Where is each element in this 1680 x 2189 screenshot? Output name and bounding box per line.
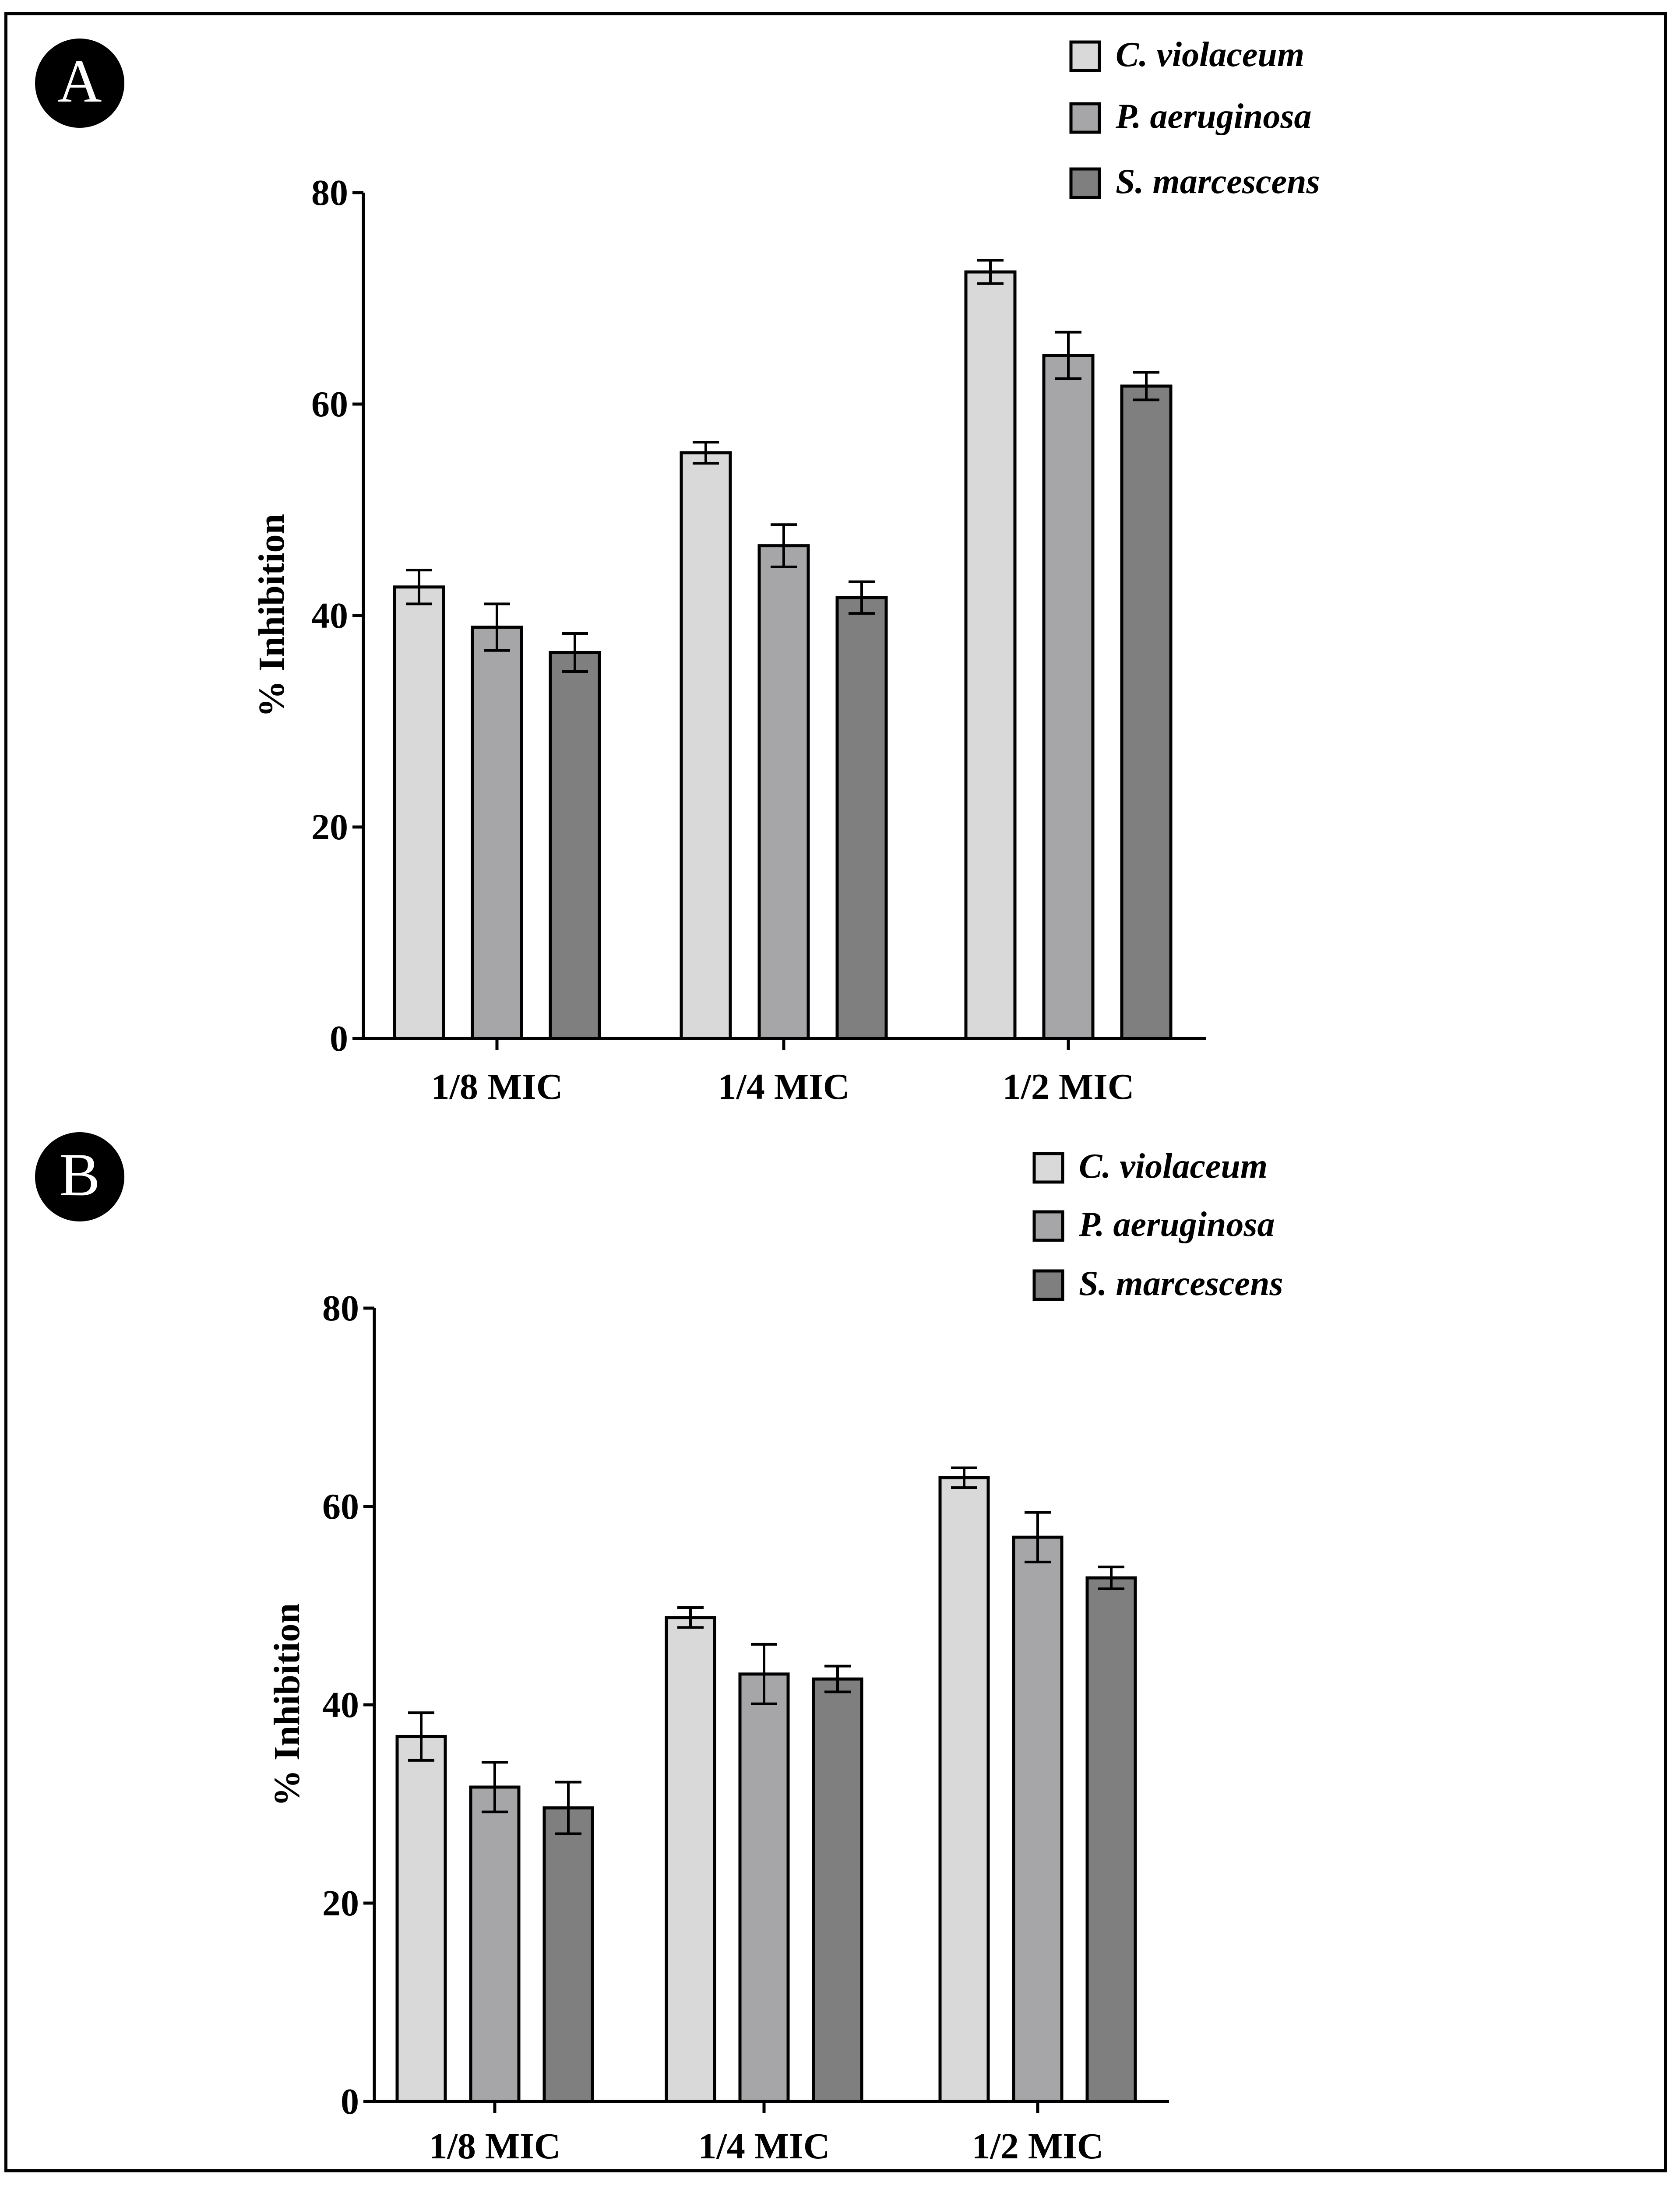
legend-swatch-a-1	[1069, 102, 1101, 134]
y-tick-label-b-3: 60	[322, 1486, 359, 1527]
bar-b-0-0	[395, 1735, 447, 2103]
legend-label-b-1: P. aeruginosa	[1078, 1205, 1275, 1244]
bar-a-0-1	[471, 626, 523, 1040]
bar-a-1-0	[680, 451, 732, 1040]
y-axis-title-b: % Inhibition	[267, 1603, 307, 1807]
error-bar-b-0-2	[555, 1781, 581, 1835]
x-tick-label-b-1: 1/4 MIC	[698, 2126, 830, 2167]
error-bar-b-1-2	[824, 1665, 851, 1693]
panel-label-b: B	[59, 1141, 100, 1209]
x-tick-label-a-2: 1/2 MIC	[1003, 1066, 1134, 1107]
bar-b-2-2	[1085, 1576, 1137, 2103]
bar-b-2-0	[938, 1476, 990, 2103]
legend-item-a-1: P. aeruginosa	[1069, 97, 1312, 136]
x-axis-a: 1/8 MIC 1/4 MIC 1/2 MIC	[363, 1037, 1206, 1107]
error-bar-a-2-1	[1055, 331, 1081, 380]
y-tick-label-a-0: 0	[330, 1018, 348, 1059]
error-bar-a-1-1	[771, 523, 797, 568]
y-tick-label-b-2: 40	[322, 1685, 359, 1725]
bar-b-0-2	[542, 1806, 594, 2103]
bar-a-2-2	[1120, 384, 1173, 1040]
error-bar-b-2-2	[1098, 1566, 1124, 1590]
y-tick-label-b-1: 20	[322, 1883, 359, 1924]
panel-b: B C. violaceum P. aeruginosa S. marcesce…	[35, 1132, 1283, 2167]
x-tick-label-a-0: 1/8 MIC	[431, 1066, 563, 1107]
x-axis-b: 1/8 MIC 1/4 MIC 1/2 MIC	[374, 2100, 1169, 2167]
y-tick-label-b-4: 80	[322, 1288, 359, 1329]
legend-swatch-a-2	[1069, 167, 1101, 199]
legend-item-a-0: C. violaceum	[1069, 35, 1304, 74]
error-bar-b-1-0	[677, 1606, 704, 1629]
y-tick-label-a-2: 40	[311, 595, 348, 636]
legend-label-a-1: P. aeruginosa	[1115, 97, 1312, 136]
bar-b-1-0	[665, 1616, 716, 2103]
y-tick-label-a-3: 60	[311, 384, 348, 425]
error-bar-b-2-0	[951, 1466, 977, 1489]
bar-b-2-1	[1012, 1535, 1064, 2103]
bar-b-1-1	[738, 1672, 790, 2103]
error-bar-a-2-2	[1133, 371, 1159, 401]
y-tick-label-a-1: 20	[311, 807, 348, 848]
y-axis-title-a: % Inhibition	[251, 514, 292, 718]
legend-item-b-0: C. violaceum	[1032, 1147, 1268, 1186]
error-bar-a-0-0	[406, 569, 432, 605]
x-tick-label-a-1: 1/4 MIC	[718, 1066, 850, 1107]
error-bar-b-0-0	[408, 1711, 434, 1762]
error-bar-a-1-0	[693, 440, 719, 465]
error-bar-b-1-1	[751, 1643, 777, 1705]
x-tick-label-b-0: 1/8 MIC	[429, 2126, 561, 2167]
bar-a-1-2	[835, 596, 888, 1040]
error-bar-a-1-2	[849, 580, 875, 615]
bar-a-2-0	[964, 270, 1017, 1040]
legend-b: C. violaceum P. aeruginosa S. marcescens	[1032, 1147, 1283, 1303]
y-tick-label-a-4: 80	[311, 172, 348, 213]
legend-swatch-b-1	[1032, 1210, 1064, 1242]
legend-label-a-0: C. violaceum	[1116, 35, 1304, 74]
error-bar-a-0-1	[484, 602, 510, 652]
legend-item-b-2: S. marcescens	[1032, 1264, 1283, 1303]
panel-label-badge-a	[35, 39, 124, 128]
panel-label-badge-b	[35, 1132, 124, 1221]
bar-a-0-0	[393, 585, 445, 1040]
error-bar-b-0-1	[482, 1761, 508, 1813]
legend-swatch-b-0	[1032, 1152, 1064, 1184]
error-bar-a-2-0	[977, 259, 1004, 285]
legend-label-a-2: S. marcescens	[1116, 162, 1320, 201]
legend-swatch-b-2	[1032, 1269, 1064, 1301]
y-tick-label-b-0: 0	[341, 2081, 359, 2122]
y-axis-a: 0 20 40 60 80 % Inhibition	[251, 172, 365, 1059]
bar-b-0-1	[469, 1785, 521, 2103]
bar-a-1-1	[757, 544, 810, 1040]
legend-a: C. violaceum P. aeruginosa S. marcescens	[1069, 35, 1320, 201]
panel-label-a: A	[57, 47, 102, 115]
bar-b-1-2	[812, 1677, 863, 2103]
panel-a: A C. violaceum P. aeruginosa S. marcesce…	[35, 35, 1320, 1107]
bar-a-0-2	[549, 651, 601, 1040]
bar-a-2-1	[1042, 354, 1095, 1040]
legend-item-a-2: S. marcescens	[1069, 162, 1320, 201]
legend-swatch-a-0	[1069, 40, 1101, 72]
legend-label-b-2: S. marcescens	[1079, 1264, 1283, 1303]
legend-item-b-1: P. aeruginosa	[1032, 1205, 1275, 1244]
error-bar-b-2-1	[1025, 1511, 1051, 1563]
y-axis-b: 0 20 40 60 80 % Inhibition	[267, 1288, 376, 2122]
bars-b	[395, 1466, 1137, 2103]
x-tick-label-b-2: 1/2 MIC	[972, 2126, 1104, 2167]
bars-a	[393, 259, 1173, 1040]
error-bar-a-0-2	[562, 632, 588, 673]
legend-label-b-0: C. violaceum	[1079, 1147, 1268, 1186]
